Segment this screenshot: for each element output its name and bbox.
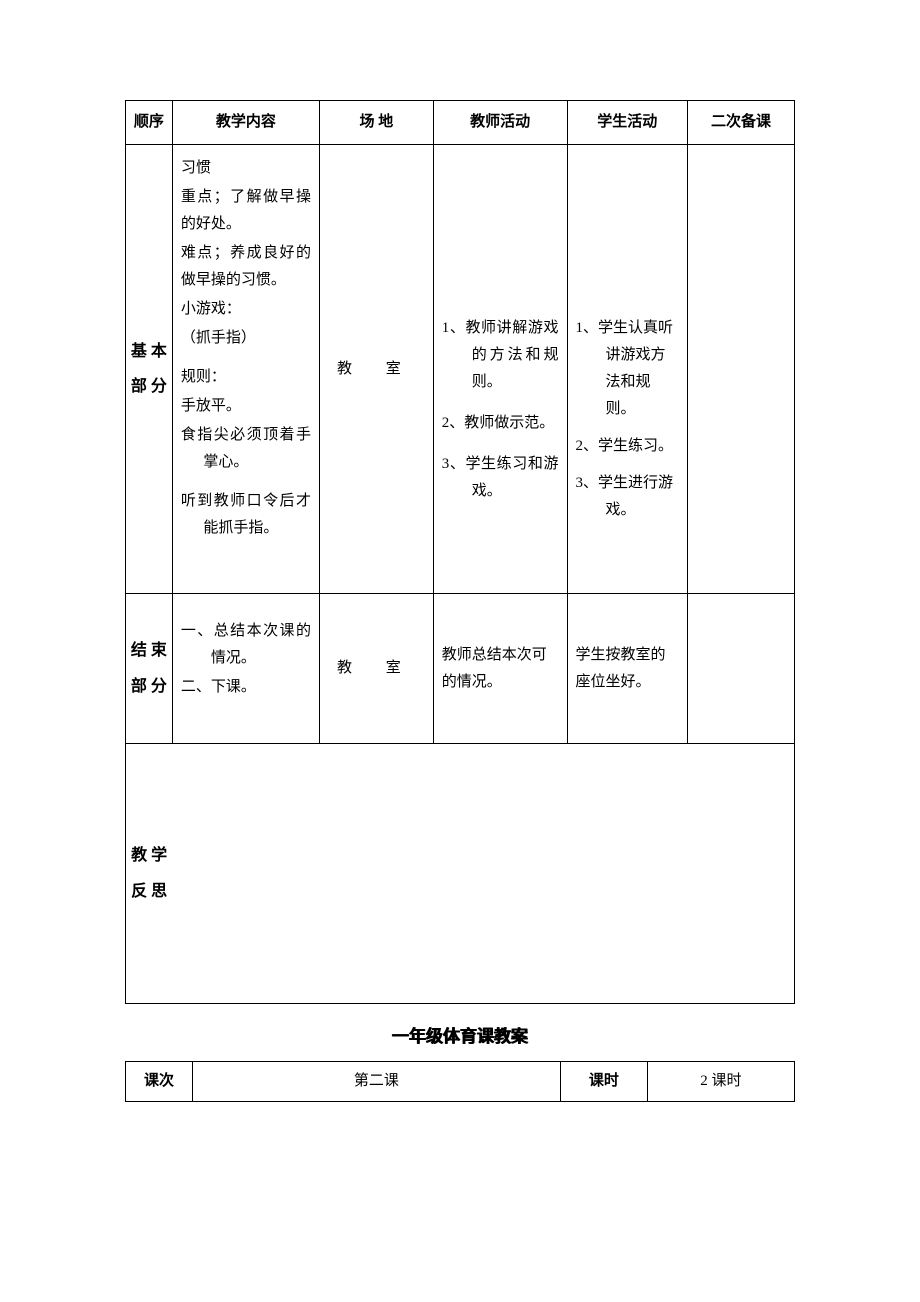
content-line: 食指尖必须顶着手掌心。 <box>181 422 311 476</box>
content-line: 听到教师口令后才能抓手指。 <box>181 488 311 542</box>
end-student-cell: 学生按教室的座位坐好。 <box>567 594 687 744</box>
header-teacher: 教师活动 <box>433 101 567 145</box>
header-student: 学生活动 <box>567 101 687 145</box>
end-location-cell: 教 室 <box>320 594 434 744</box>
end-section-row: 结 束 部 分 一、总结本次课的情况。 二、下课。 教 室 教师总结本次可的情况… <box>126 594 795 744</box>
lesson-info-row: 课次 第二课 课时 2 课时 <box>126 1061 795 1101</box>
reflection-row: 教 学 反 思 <box>126 744 795 1004</box>
student-item: 3、学生进行游戏。 <box>576 470 679 524</box>
spacer <box>442 155 559 315</box>
reflection-label: 教 学 反 思 <box>126 744 173 1004</box>
header-sequence: 顺序 <box>126 101 173 145</box>
basic-content-cell: 习惯 重点；了解做早操的好处。 难点；养成良好的做早操的习惯。 小游戏： （抓手… <box>172 145 319 594</box>
header-location: 场 地 <box>320 101 434 145</box>
end-content-cell: 一、总结本次课的情况。 二、下课。 <box>172 594 319 744</box>
spacer <box>181 703 311 733</box>
student-item: 1、学生认真听讲游戏方法和规则。 <box>576 315 679 423</box>
content-line: 小游戏： <box>181 296 311 323</box>
spacer <box>442 513 559 583</box>
content-line: 一、总结本次课的情况。 <box>181 618 311 672</box>
lesson-hours-value: 2 课时 <box>647 1061 794 1101</box>
spacer <box>576 155 679 315</box>
teacher-item: 3、学生练习和游戏。 <box>442 451 559 505</box>
lesson-number-label: 课次 <box>126 1061 193 1101</box>
basic-notes-cell <box>687 145 794 594</box>
content-line: 二、下课。 <box>181 674 311 701</box>
lesson-plan-table: 顺序 教学内容 场 地 教师活动 学生活动 二次备课 基 本 部 分 习惯 重点… <box>125 100 795 1004</box>
basic-teacher-cell: 1、教师讲解游戏的方法和规则。 2、教师做示范。 3、学生练习和游戏。 <box>433 145 567 594</box>
lesson-info-table: 课次 第二课 课时 2 课时 <box>125 1061 795 1102</box>
teacher-item: 1、教师讲解游戏的方法和规则。 <box>442 315 559 396</box>
section-title: 一年级体育课教案 <box>125 1022 795 1053</box>
table-header-row: 顺序 教学内容 场 地 教师活动 学生活动 二次备课 <box>126 101 795 145</box>
teacher-item: 2、教师做示范。 <box>442 410 559 437</box>
content-line: 手放平。 <box>181 393 311 420</box>
basic-student-cell: 1、学生认真听讲游戏方法和规则。 2、学生练习。 3、学生进行游戏。 <box>567 145 687 594</box>
spacer <box>181 604 311 618</box>
content-line: （抓手指） <box>181 325 311 352</box>
end-notes-cell <box>687 594 794 744</box>
content-line: 规则： <box>181 364 311 391</box>
reflection-content-cell <box>172 744 794 1004</box>
content-line: 难点；养成良好的做早操的习惯。 <box>181 240 311 294</box>
header-content: 教学内容 <box>172 101 319 145</box>
lesson-hours-label: 课时 <box>560 1061 647 1101</box>
basic-section-row: 基 本 部 分 习惯 重点；了解做早操的好处。 难点；养成良好的做早操的习惯。 … <box>126 145 795 594</box>
student-item: 2、学生练习。 <box>576 433 679 460</box>
content-line: 重点；了解做早操的好处。 <box>181 184 311 238</box>
end-section-label: 结 束 部 分 <box>126 594 173 744</box>
header-notes: 二次备课 <box>687 101 794 145</box>
end-teacher-cell: 教师总结本次可的情况。 <box>433 594 567 744</box>
basic-location-cell: 教 室 <box>320 145 434 594</box>
basic-section-label: 基 本 部 分 <box>126 145 173 594</box>
lesson-number-value: 第二课 <box>192 1061 560 1101</box>
content-line: 习惯 <box>181 155 311 182</box>
